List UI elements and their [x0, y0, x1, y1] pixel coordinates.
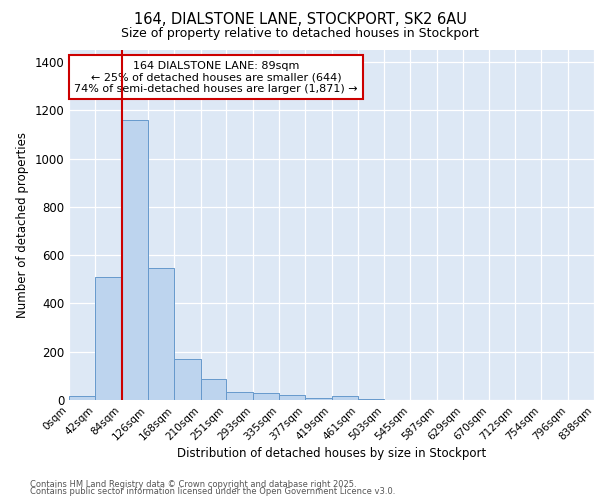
Y-axis label: Number of detached properties: Number of detached properties — [16, 132, 29, 318]
Bar — [226, 392, 253, 400]
Text: Contains public sector information licensed under the Open Government Licence v3: Contains public sector information licen… — [30, 488, 395, 496]
Bar — [358, 399, 384, 400]
Bar — [95, 277, 122, 400]
Text: 164 DIALSTONE LANE: 89sqm
← 25% of detached houses are smaller (644)
74% of semi: 164 DIALSTONE LANE: 89sqm ← 25% of detac… — [74, 60, 358, 94]
Bar — [200, 379, 226, 400]
Bar — [253, 393, 279, 400]
X-axis label: Distribution of detached houses by size in Stockport: Distribution of detached houses by size … — [177, 448, 486, 460]
Bar — [69, 396, 95, 400]
Text: Contains HM Land Registry data © Crown copyright and database right 2025.: Contains HM Land Registry data © Crown c… — [30, 480, 356, 489]
Bar — [122, 120, 148, 400]
Text: 164, DIALSTONE LANE, STOCKPORT, SK2 6AU: 164, DIALSTONE LANE, STOCKPORT, SK2 6AU — [134, 12, 466, 28]
Text: Size of property relative to detached houses in Stockport: Size of property relative to detached ho… — [121, 28, 479, 40]
Bar — [305, 398, 332, 400]
Bar — [332, 396, 358, 400]
Bar — [174, 359, 200, 400]
Bar — [148, 268, 174, 400]
Bar — [279, 395, 305, 400]
